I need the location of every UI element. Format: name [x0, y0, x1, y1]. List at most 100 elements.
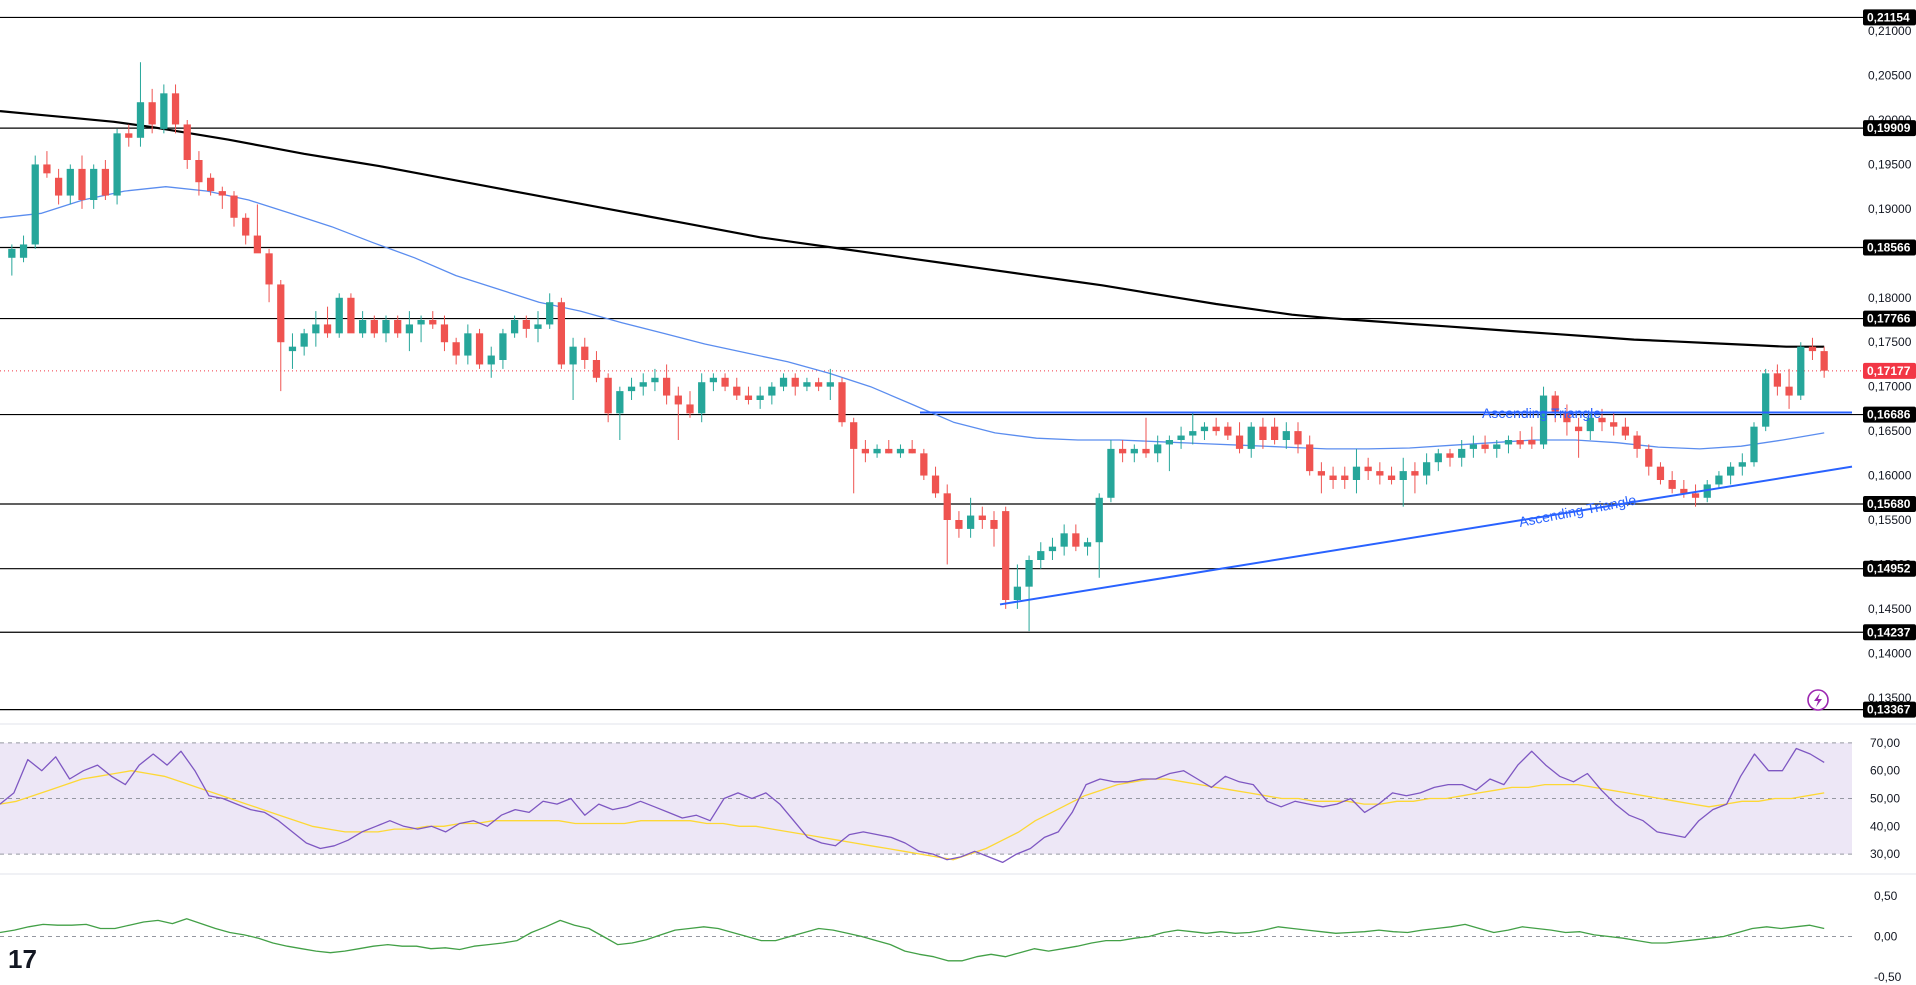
candle [721, 373, 729, 392]
trend-lines: Ascending Triangle Ascending Triangle [920, 405, 1853, 606]
candle-body [1621, 426, 1630, 436]
candle [1259, 417, 1267, 449]
candle-body [1154, 444, 1162, 454]
candle-body [1060, 533, 1068, 547]
candle [218, 186, 226, 209]
candle [394, 315, 402, 338]
candle [288, 333, 297, 369]
candle-body [721, 377, 729, 387]
candle [1200, 422, 1209, 440]
candle [312, 311, 320, 347]
candle [1446, 448, 1454, 467]
candle-body [1294, 431, 1302, 445]
price-tick-label: 0,17000 [1868, 380, 1912, 394]
candle-body [1341, 475, 1349, 480]
candle-body [1656, 466, 1665, 480]
alert-bolt-icon[interactable] [1807, 689, 1829, 711]
osc-tick-label: 0,50 [1874, 889, 1898, 903]
candle-body [662, 377, 671, 396]
candle [698, 373, 706, 423]
candle [31, 155, 39, 249]
price-tick-label: 0,17500 [1868, 335, 1912, 349]
candle-body [347, 297, 355, 334]
candle-body [908, 448, 916, 454]
candle [814, 377, 823, 392]
candle-body [19, 244, 28, 258]
candle [148, 88, 156, 134]
level-price-label: 0,15680 [1867, 497, 1911, 511]
candle-body [218, 191, 226, 196]
candle [592, 351, 601, 383]
candle [1691, 484, 1700, 507]
level-price-label: 0,16686 [1867, 408, 1911, 422]
candle [686, 391, 694, 418]
candle-body [1446, 453, 1454, 458]
rsi-tick-label: 70,00 [1870, 736, 1900, 750]
candle [265, 248, 273, 303]
candle-body [1434, 453, 1442, 463]
candle [1025, 555, 1033, 632]
candle [1212, 417, 1220, 436]
candle-body [709, 377, 718, 383]
candle-body [1680, 488, 1688, 494]
candle [920, 448, 928, 480]
candle-body [978, 515, 986, 520]
candle-body [966, 515, 975, 529]
candle-body [698, 382, 706, 414]
candle [1668, 471, 1676, 494]
candle [1224, 422, 1232, 440]
candle-body [206, 177, 215, 192]
candle [136, 62, 145, 147]
candle-body [1551, 395, 1559, 414]
candle [370, 315, 378, 338]
candle-body [1703, 484, 1711, 498]
candle-body [1574, 426, 1583, 432]
tradingview-logo-glyph[interactable]: 17 [8, 944, 37, 974]
candle-body [1586, 417, 1594, 432]
candle-body [1200, 426, 1209, 432]
candle [510, 315, 519, 338]
candle [1539, 386, 1548, 449]
price-tick-label: 0,13500 [1868, 691, 1912, 705]
candle [1726, 462, 1735, 485]
price-axis: 0,210000,205000,200000,195000,190000,180… [1863, 9, 1916, 718]
candle-body [1422, 462, 1431, 476]
candle [300, 328, 308, 356]
price-tick-label: 0,21000 [1868, 24, 1912, 38]
candle-body [148, 102, 156, 125]
candle [1516, 431, 1524, 449]
candle [581, 337, 589, 369]
candle-body [627, 386, 636, 392]
candle-body [557, 302, 566, 365]
candle [1656, 462, 1665, 485]
rsi-line [0, 747, 1825, 864]
rsi-tick-label: 40,00 [1870, 819, 1900, 833]
candle-body [1399, 471, 1407, 480]
tradingview-logo-icon[interactable]: 17 [8, 944, 37, 974]
candle-body [592, 360, 601, 378]
price-tick-label: 0,19500 [1868, 157, 1912, 171]
candle-body [674, 395, 682, 405]
candle [627, 377, 636, 400]
candle-body [896, 448, 905, 454]
level-price-tag [1863, 560, 1916, 577]
candle [1118, 440, 1127, 463]
candle-body [136, 102, 145, 138]
level-price-tag [1863, 496, 1916, 512]
candle-body [54, 177, 63, 196]
price-tick-label: 0,14000 [1868, 646, 1912, 660]
candle-body [160, 93, 168, 129]
candle-body [1048, 546, 1057, 552]
candle [1317, 462, 1326, 494]
candle [756, 386, 764, 409]
candle [1083, 537, 1092, 556]
candle [1785, 368, 1793, 409]
candle-body [943, 493, 951, 520]
candle-body [1458, 448, 1466, 458]
candle [1352, 448, 1361, 494]
candle-body [1598, 417, 1606, 423]
candle-body [744, 395, 753, 400]
candle-body [1025, 560, 1033, 587]
candle-body [417, 320, 425, 325]
